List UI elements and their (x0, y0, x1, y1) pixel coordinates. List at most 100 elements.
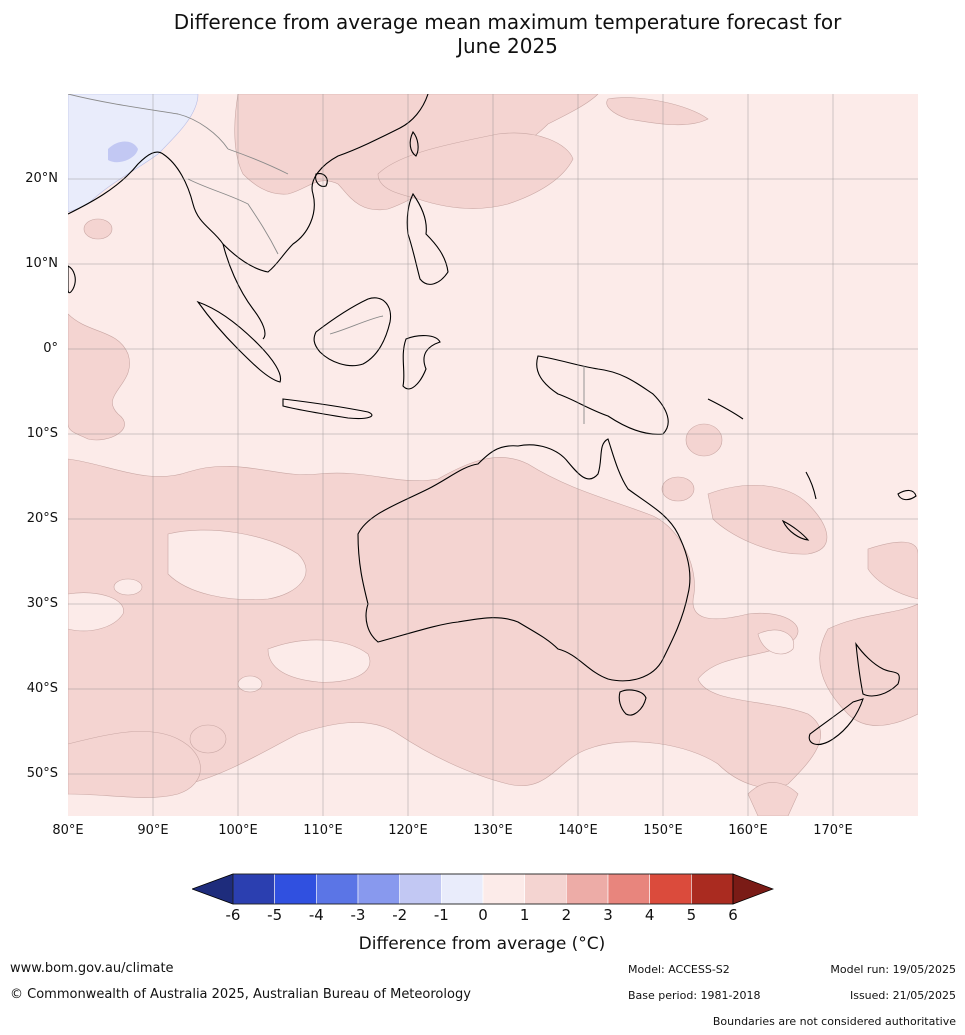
colorbar (190, 873, 775, 911)
colorbar-cell (691, 873, 734, 905)
coastline-nz-north (855, 641, 900, 697)
anomaly-hole-tasman (757, 629, 795, 655)
colorbar-tick-label: 3 (603, 906, 613, 924)
graticule (68, 94, 918, 816)
coastline-sumatra (196, 300, 282, 383)
coastline-borneo (313, 297, 392, 367)
anomaly-region-south-pacific (707, 485, 828, 555)
colorbar-cell (316, 873, 359, 905)
map-svg (68, 94, 918, 816)
colorbar-tick-label: 1 (519, 906, 530, 924)
coastline-philippines (406, 192, 449, 285)
lon-label-120e: 120°E (388, 823, 428, 838)
border-borneo (329, 315, 384, 335)
coastline-australia (357, 438, 691, 682)
colorbar-extend-low (190, 873, 234, 905)
title-line-2: June 2025 (457, 34, 558, 58)
coastline-sulawesi (402, 335, 441, 390)
forecast-map (68, 94, 918, 816)
coastline-vanuatu (805, 471, 817, 500)
colorbar-tick-label: 4 (644, 906, 655, 924)
lon-label-170e: 170°E (813, 823, 853, 838)
lat-label-20s: 20°S (26, 511, 58, 526)
anomaly-region-north-pacific-east (606, 97, 709, 126)
colorbar-tick-label: 6 (728, 906, 738, 924)
anomaly-hole-small-1 (113, 578, 143, 596)
colorbar-cells (232, 873, 734, 905)
colorbar-tick-label: 0 (478, 906, 488, 924)
coastline-tasmania (618, 689, 647, 716)
colorbar-svg (190, 873, 775, 905)
colorbar-cell (607, 873, 650, 905)
colorbar-cell (441, 873, 484, 905)
colorbar-cell (524, 873, 567, 905)
anomaly-region-north-pacific (234, 94, 599, 211)
lon-label-90e: 90°E (137, 823, 169, 838)
coastline-sri-lanka (68, 265, 76, 294)
lat-label-0: 0° (43, 341, 58, 356)
anomaly-hole-west (68, 592, 124, 632)
colorbar-tick-label: 2 (561, 906, 572, 924)
border-himalaya (68, 94, 229, 150)
lon-label-80e: 80°E (52, 823, 84, 838)
anomaly-region-small-blob-2 (189, 724, 227, 754)
anomaly-region-nz-east (819, 603, 918, 726)
border-china-laos (227, 148, 289, 175)
lat-label-10n: 10°N (25, 256, 58, 271)
coastline-india (68, 151, 164, 215)
anomaly-region-south-east (747, 782, 799, 816)
anomaly-region-indian-ocean (68, 313, 130, 441)
colorbar-cell (232, 873, 275, 905)
colorbar-cell (357, 873, 400, 905)
anomaly-region-fiji-blob (661, 476, 695, 502)
lon-label-150e: 150°E (643, 823, 683, 838)
lon-label-160e: 160°E (728, 823, 768, 838)
coastline-new-caledonia (781, 519, 810, 541)
lat-label-20n: 20°N (25, 171, 58, 186)
anomaly-region-sw-indian (68, 731, 201, 798)
colorbar-tick-label: 5 (686, 906, 697, 924)
anomaly-hole-south-indian (167, 529, 307, 600)
border-indochina (187, 178, 279, 255)
footer-model-run: Model run: 19/05/2025 (830, 963, 956, 976)
anomaly-region-himalaya-colder (108, 141, 138, 163)
footer-disclaimer: Boundaries are not considered authoritat… (712, 1015, 956, 1028)
lon-label-130e: 130°E (473, 823, 513, 838)
footer-issued: Issued: 21/05/2025 (849, 989, 956, 1002)
anomaly-region-small-blob-1 (83, 218, 113, 240)
colorbar-cell (649, 873, 692, 905)
footer-model: Model: ACCESS-S2 (628, 963, 730, 976)
colorbar-cell (566, 873, 609, 905)
title-line-1: Difference from average mean maximum tem… (173, 10, 842, 34)
colorbar-tick-label: -4 (308, 906, 324, 924)
lon-label-110e: 110°E (303, 823, 343, 838)
lat-label-10s: 10°S (26, 426, 58, 441)
country-borders (68, 94, 585, 424)
coastline-malay-peninsula (222, 243, 266, 340)
colorbar-tick-label: -2 (392, 906, 408, 924)
coastline-taiwan (409, 131, 419, 157)
lat-label-50s: 50°S (26, 766, 58, 781)
colorbar-tick-label: -6 (225, 906, 241, 924)
lon-label-100e: 100°E (218, 823, 258, 838)
footer-website: www.bom.gov.au/climate (10, 961, 174, 976)
map-title: Difference from average mean maximum tem… (0, 10, 965, 58)
footer-base-period: Base period: 1981-2018 (628, 989, 761, 1002)
colorbar-cell (399, 873, 442, 905)
anomaly-region-philippine-sea (377, 132, 574, 209)
coastline-solomons (707, 398, 744, 420)
lat-label-40s: 40°S (26, 681, 58, 696)
coastline-nz-south (808, 698, 864, 745)
anomaly-region-coral-sea-blob (685, 423, 723, 457)
colorbar-tick-label: -3 (350, 906, 366, 924)
anomaly-hole-small-2 (237, 675, 263, 693)
coastline-fiji (897, 489, 917, 501)
colorbar-extend-high (732, 873, 775, 905)
lon-label-140e: 140°E (558, 823, 598, 838)
coastline-java (282, 398, 373, 420)
colorbar-cell (482, 873, 525, 905)
coastlines (68, 94, 917, 745)
colorbar-tick-label: -1 (433, 906, 449, 924)
lat-label-30s: 30°S (26, 596, 58, 611)
footer-copyright: © Commonwealth of Australia 2025, Austra… (10, 987, 471, 1002)
